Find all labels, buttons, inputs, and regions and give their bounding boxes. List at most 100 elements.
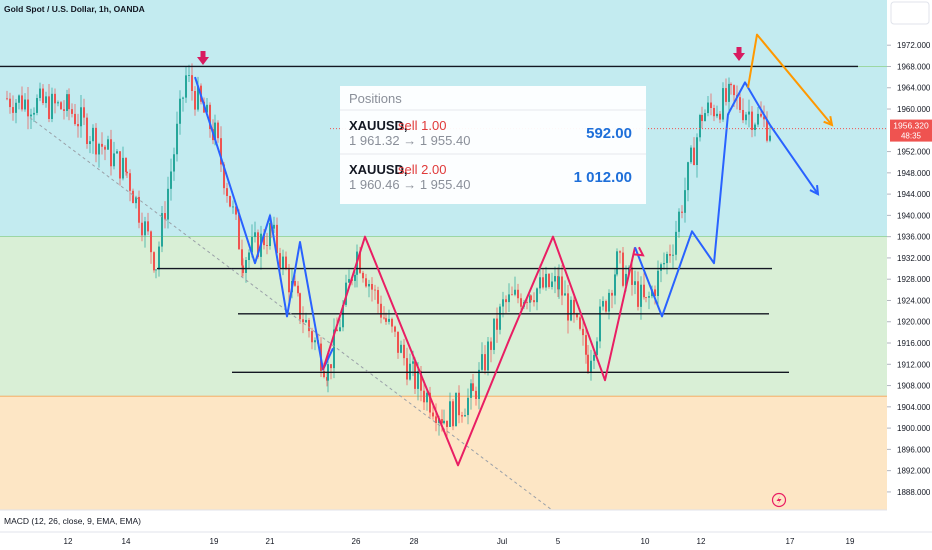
price-tick-label: 1896.000 xyxy=(897,445,931,454)
red-pattern-line[interactable] xyxy=(322,235,636,467)
candle xyxy=(634,270,636,295)
current-price-value: 1956.320 xyxy=(893,121,929,131)
candle xyxy=(414,357,416,395)
time-tick-label: 19 xyxy=(210,537,219,546)
candle xyxy=(266,232,268,255)
time-tick-label: 26 xyxy=(352,537,361,546)
candle xyxy=(710,93,712,116)
candle xyxy=(748,99,750,128)
candle xyxy=(116,149,118,154)
candle xyxy=(400,340,402,354)
position-row[interactable]: XAUUSD, sell 1.00 1 961.32 → 1 955.40 59… xyxy=(349,118,632,148)
positions-title: Positions xyxy=(349,91,402,106)
candle xyxy=(24,93,26,112)
candle xyxy=(374,284,376,300)
candle xyxy=(660,262,662,283)
time-tick-label: 12 xyxy=(64,537,73,546)
candle xyxy=(464,408,466,417)
candle xyxy=(179,90,181,135)
price-axis[interactable]: 1888.000 1892.000 1896.000 1900.000 1904.000… xyxy=(887,41,931,497)
price-tick-label: 1960.000 xyxy=(897,105,931,114)
candle xyxy=(188,64,190,83)
candle xyxy=(51,87,53,123)
countdown-timer: 48:35 xyxy=(901,132,922,141)
candle xyxy=(68,88,70,121)
price-tick-label: 1940.000 xyxy=(897,211,931,220)
dashed-trendline[interactable] xyxy=(29,117,553,511)
candle xyxy=(675,220,677,261)
background-zones xyxy=(0,0,887,510)
candle xyxy=(138,190,140,229)
candle xyxy=(209,102,211,138)
candle xyxy=(150,230,152,264)
candle xyxy=(54,88,56,114)
candle xyxy=(176,111,178,162)
candle xyxy=(15,98,17,124)
price-tick-label: 1900.000 xyxy=(897,424,931,433)
orange-pattern-line[interactable] xyxy=(747,33,833,126)
arrow-down-marker-icon[interactable] xyxy=(197,51,209,65)
arrow-down-marker-icon[interactable] xyxy=(733,47,745,61)
candle xyxy=(478,362,480,410)
candle xyxy=(745,111,747,125)
axis-settings-button[interactable] xyxy=(890,1,930,25)
candle xyxy=(701,106,703,129)
candle xyxy=(713,104,715,122)
candle xyxy=(751,106,753,138)
candle xyxy=(593,352,595,370)
candle xyxy=(722,82,724,122)
lightning-icon[interactable] xyxy=(771,492,787,508)
candle xyxy=(573,296,575,323)
candle xyxy=(206,97,208,114)
position-row[interactable]: XAUUSD, sell 2.00 1 960.46 → 1 955.40 1 … xyxy=(349,162,632,192)
candle xyxy=(640,276,642,320)
candle xyxy=(725,78,727,106)
candle xyxy=(690,145,692,164)
candle xyxy=(520,293,522,311)
candle xyxy=(455,392,457,427)
candle xyxy=(499,303,501,335)
candle xyxy=(619,250,621,264)
candle xyxy=(385,312,387,325)
candle xyxy=(648,291,650,310)
candle xyxy=(472,373,474,392)
candle xyxy=(33,107,35,122)
price-tick-label: 1908.000 xyxy=(897,382,931,391)
candle xyxy=(487,336,489,376)
candle xyxy=(699,113,701,142)
position-symbol: XAUUSD, xyxy=(349,118,408,133)
candle xyxy=(554,266,556,294)
candle xyxy=(18,94,20,110)
candle xyxy=(435,403,437,432)
price-tick-label: 1904.000 xyxy=(897,403,931,412)
candle xyxy=(517,283,519,304)
candle xyxy=(511,286,513,296)
price-tick-label: 1964.000 xyxy=(897,84,931,93)
candle xyxy=(432,405,434,420)
blue-pattern-line[interactable] xyxy=(634,81,819,318)
candle xyxy=(548,273,550,289)
candle xyxy=(542,268,544,290)
candle xyxy=(605,299,607,314)
price-axis-bg xyxy=(887,0,932,550)
candle xyxy=(226,182,228,203)
candle xyxy=(235,205,237,220)
candle xyxy=(423,380,425,410)
candle xyxy=(107,135,109,150)
candle xyxy=(182,96,184,112)
candle xyxy=(167,176,169,229)
candle xyxy=(766,111,768,143)
candle xyxy=(599,299,601,349)
chart-title: Gold Spot / U.S. Dollar, 1h, OANDA xyxy=(4,4,145,14)
candle xyxy=(101,132,103,155)
candle xyxy=(672,244,674,268)
candle xyxy=(122,146,124,181)
candle xyxy=(86,113,88,149)
candle xyxy=(232,200,234,214)
candle xyxy=(147,212,149,235)
candle xyxy=(27,87,29,130)
candle xyxy=(484,345,486,375)
candle xyxy=(590,349,592,381)
time-axis[interactable]: 12 14 19 21 26 28 Jul 5 10 12 17 19 xyxy=(64,537,855,546)
